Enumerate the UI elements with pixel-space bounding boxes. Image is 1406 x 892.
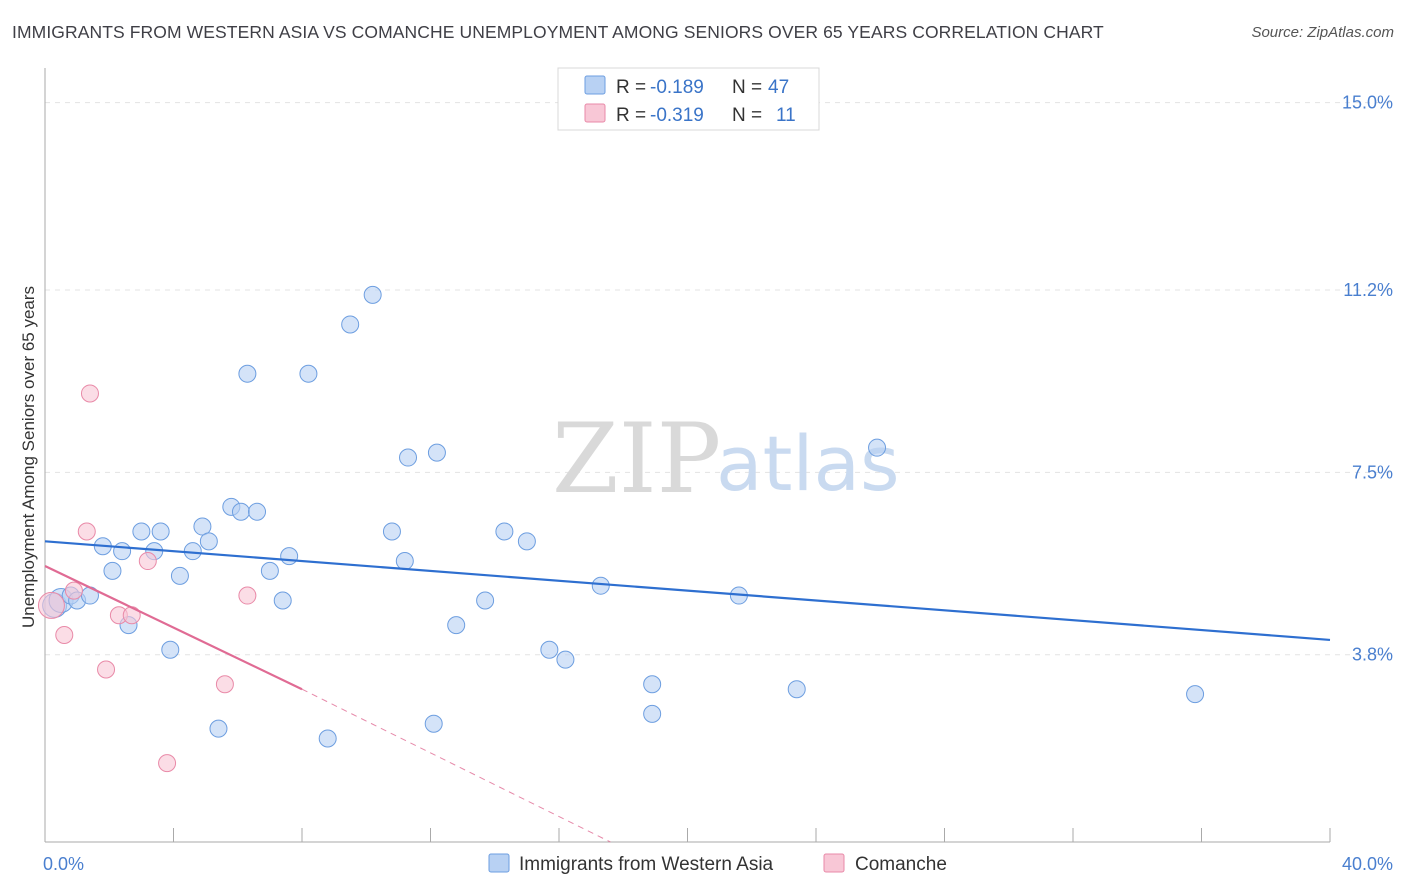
source-credit: Source: ZipAtlas.com xyxy=(1251,24,1394,41)
western-asia-point xyxy=(238,364,257,383)
trend-lines xyxy=(44,540,1331,843)
comanche-point xyxy=(80,384,99,403)
western-asia-point xyxy=(161,640,180,659)
comanche-point xyxy=(138,552,157,571)
western-asia-point xyxy=(199,532,218,551)
chart-title: IMMIGRANTS FROM WESTERN ASIA VS COMANCHE… xyxy=(12,22,1104,42)
comanche-point xyxy=(158,754,177,773)
western-asia-point xyxy=(151,522,170,541)
comanche-point xyxy=(37,591,65,619)
western-asia-point xyxy=(787,680,806,699)
comanche-trend-line xyxy=(44,564,303,691)
legend-r-value-1: -0.189 xyxy=(650,77,704,98)
western-asia-point xyxy=(427,443,446,462)
western-asia-point xyxy=(395,552,414,571)
western-asia-point xyxy=(280,547,299,566)
x-tick-labels: 0.0% 40.0% xyxy=(43,854,1393,874)
western-asia-point xyxy=(382,522,401,541)
legend-n-label-2: N = xyxy=(732,105,762,126)
legend-n-value-2: 11 xyxy=(776,105,796,126)
watermark-atlas: atlas xyxy=(716,419,900,508)
western-asia-point xyxy=(341,315,360,334)
comanche-point xyxy=(238,586,257,605)
comanche-trend-extension xyxy=(301,688,611,843)
series-comanche-points xyxy=(37,384,257,773)
comanche-point xyxy=(55,625,74,644)
comanche-point xyxy=(97,660,116,679)
legend-swatch-comanche xyxy=(584,103,606,123)
legend-swatch-western-asia xyxy=(584,75,606,95)
bottom-legend-swatch-comanche xyxy=(823,853,845,873)
x-tick-label-min: 0.0% xyxy=(43,854,84,874)
western-asia-point xyxy=(363,285,382,304)
western-asia-point xyxy=(209,719,228,738)
y-tick-label-3: 15.0% xyxy=(1342,93,1393,113)
comanche-point xyxy=(215,675,234,694)
y-axis-label: Unemployment Among Seniors over 65 years xyxy=(19,286,38,628)
western-asia-point xyxy=(868,438,887,457)
western-asia-point xyxy=(517,532,536,551)
bottom-legend-label-western-asia: Immigrants from Western Asia xyxy=(519,854,774,875)
western-asia-point xyxy=(113,542,132,561)
y-tick-labels: 3.8% 7.5% 11.2% 15.0% xyxy=(1342,93,1393,665)
grid-lines xyxy=(45,102,1395,656)
western-asia-point xyxy=(399,448,418,467)
legend: R = -0.189 N = 47 R = -0.319 N = 11 xyxy=(557,67,820,131)
western-asia-point xyxy=(643,675,662,694)
western-asia-point xyxy=(476,591,495,610)
western-asia-point xyxy=(132,522,151,541)
western-asia-trend-line xyxy=(44,540,1331,642)
legend-r-label-1: R = xyxy=(616,77,646,98)
western-asia-point xyxy=(299,364,318,383)
bottom-legend-label-comanche: Comanche xyxy=(855,854,947,875)
series-western-asia-points xyxy=(42,285,1205,748)
legend-n-label-1: N = xyxy=(732,77,762,98)
western-asia-point xyxy=(103,561,122,580)
axes xyxy=(44,68,1331,843)
western-asia-point xyxy=(273,591,292,610)
y-tick-label-1: 7.5% xyxy=(1352,462,1393,482)
western-asia-point xyxy=(591,576,610,595)
western-asia-point xyxy=(318,729,337,748)
comanche-point xyxy=(64,581,83,600)
y-tick-label-0: 3.8% xyxy=(1352,645,1393,665)
western-asia-point xyxy=(447,616,466,635)
western-asia-point xyxy=(556,650,575,669)
watermark: ZIP atlas xyxy=(552,403,900,515)
watermark-zip: ZIP xyxy=(552,403,721,515)
y-tick-label-2: 11.2% xyxy=(1343,280,1393,300)
legend-n-value-1: 47 xyxy=(768,77,789,98)
western-asia-point xyxy=(260,561,279,580)
bottom-legend: Immigrants from Western Asia Comanche xyxy=(488,853,947,875)
comanche-point xyxy=(77,522,96,541)
legend-r-label-2: R = xyxy=(616,105,646,126)
western-asia-point xyxy=(248,502,267,521)
western-asia-point xyxy=(231,502,250,521)
western-asia-point xyxy=(170,566,189,585)
bottom-legend-swatch-western-asia xyxy=(488,853,510,873)
western-asia-point xyxy=(495,522,514,541)
x-tick-label-max: 40.0% xyxy=(1342,854,1393,874)
western-asia-point xyxy=(1186,685,1205,704)
western-asia-point xyxy=(540,640,559,659)
western-asia-point xyxy=(424,714,443,733)
legend-r-value-2: -0.319 xyxy=(650,105,704,126)
western-asia-point xyxy=(643,704,662,723)
